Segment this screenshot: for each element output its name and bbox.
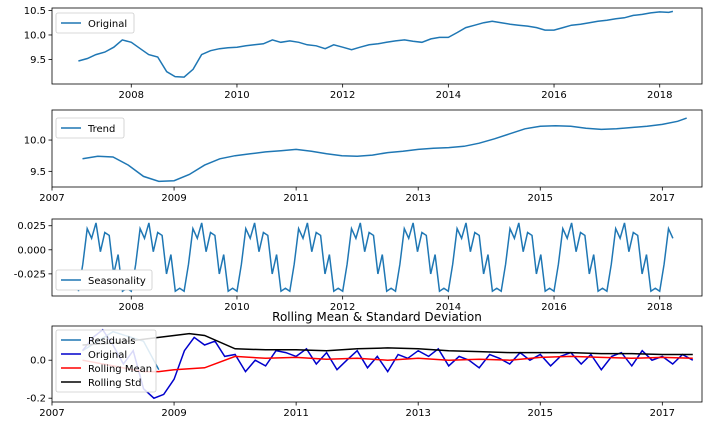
x-tick-label-2015: 2015	[528, 408, 553, 419]
x-tick-label-2018: 2018	[647, 90, 672, 101]
legend-box	[55, 329, 157, 393]
y-tick-label-10.5: 10.5	[24, 6, 46, 17]
y-tick-label--0.025: -0.025	[14, 269, 46, 280]
x-tick-label-2007: 2007	[39, 193, 64, 204]
x-tick-label-2015: 2015	[528, 193, 553, 204]
x-tick-label-2016: 2016	[541, 302, 566, 313]
legend-label-rolling-std: Rolling Std	[88, 378, 141, 389]
x-tick-label-2011: 2011	[283, 193, 308, 204]
legend-label-residuals: Residuals	[88, 336, 135, 347]
x-tick-label-2009: 2009	[161, 408, 186, 419]
y-tick-label-10.0: 10.0	[24, 30, 46, 41]
x-tick-label-2007: 2007	[39, 408, 64, 419]
x-tick-label-2008: 2008	[119, 90, 144, 101]
x-tick-label-2011: 2011	[283, 408, 308, 419]
x-tick-label-2013: 2013	[405, 408, 430, 419]
series-line-original	[81, 328, 694, 400]
x-tick-label-2012: 2012	[330, 302, 355, 313]
x-tick-label-2013: 2013	[405, 193, 430, 204]
x-tick-label-2017: 2017	[650, 193, 675, 204]
series-line-original	[78, 10, 674, 78]
legend-label-rolling-mean: Rolling Mean	[88, 364, 152, 375]
legend-box	[55, 269, 153, 291]
series-line-rolling-mean	[82, 355, 693, 373]
legend-label-trend: Trend	[87, 124, 115, 135]
y-tick-label-9.5: 9.5	[30, 167, 46, 178]
axes-frame	[51, 109, 703, 188]
panel-seasonality: 2008 2010 2012 2014 2016 2018 0.025 0.000 -0.025…	[14, 218, 703, 313]
panel-original: 2008 2010 2012 2014 2016 2018 9.5 10.0 10.5 Orig…	[24, 6, 703, 101]
x-tick-label-2014: 2014	[436, 302, 461, 313]
series-line-trend	[82, 117, 687, 183]
legend-box	[55, 12, 135, 34]
panel-trend: 2007 2009 2011 2013 2015 2017 9.5 10.0 Trend	[24, 109, 703, 204]
panel-residuals: Rolling Mean & Standard Deviation 2007 20…	[26, 310, 703, 419]
y-tick-label-10.0: 10.0	[24, 136, 46, 147]
legend: Original	[55, 12, 135, 34]
legend: Trend	[55, 117, 125, 139]
series-line-rolling-std	[82, 332, 693, 356]
axes-frame	[51, 218, 703, 297]
x-tick-label-2009: 2009	[161, 193, 186, 204]
axes-frame	[51, 325, 703, 403]
x-tick-label-2010: 2010	[224, 90, 249, 101]
x-tick-label-2017: 2017	[650, 408, 675, 419]
axes-frame	[51, 7, 703, 85]
legend-label-seasonality: Seasonality	[88, 276, 146, 287]
x-tick-label-2014: 2014	[436, 90, 461, 101]
legend: Seasonality	[55, 269, 153, 291]
legend-box	[55, 117, 125, 139]
y-tick-label-0.000: 0.000	[17, 245, 46, 256]
x-tick-label-2018: 2018	[647, 302, 672, 313]
y-tick-label-9.5: 9.5	[30, 55, 46, 66]
x-tick-label-2008: 2008	[119, 302, 144, 313]
legend-label-original: Original	[88, 19, 127, 30]
x-tick-label-2012: 2012	[330, 90, 355, 101]
y-tick-label-0.025: 0.025	[17, 221, 46, 232]
legend-label-original: Original	[88, 350, 127, 361]
x-tick-label-2010: 2010	[224, 302, 249, 313]
x-tick-label-2016: 2016	[541, 90, 566, 101]
y-tick-label--0.2: -0.2	[26, 394, 46, 405]
chart-title: Rolling Mean & Standard Deviation	[272, 310, 482, 324]
y-tick-label-0.0: 0.0	[30, 356, 46, 367]
series-line-seasonality	[77, 222, 674, 293]
legend: Residuals Original Rolling Mean Rolling …	[55, 329, 157, 393]
